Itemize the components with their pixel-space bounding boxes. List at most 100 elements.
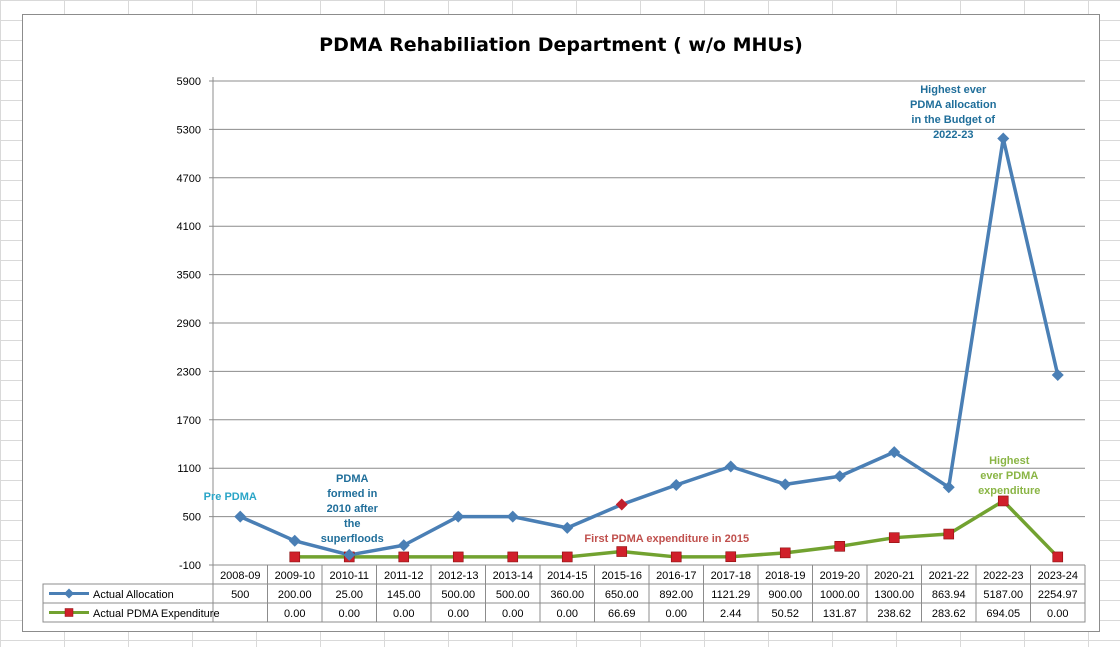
data-table-cell: 650.00 — [605, 589, 639, 601]
x-tick-label: 2018-19 — [765, 570, 805, 582]
y-tick-label: 3500 — [177, 270, 201, 282]
data-point-allocation — [234, 510, 247, 523]
annotation-text: First PDMA expenditure in 2015 — [584, 533, 749, 545]
annotation-text: Pre PDMA — [204, 491, 257, 503]
data-table-cell: 694.05 — [986, 608, 1020, 620]
data-table-cell: 283.62 — [932, 608, 966, 620]
x-tick-label: 2011-12 — [384, 570, 424, 582]
data-table-cell: 131.87 — [823, 608, 857, 620]
series-line-allocation — [239, 136, 1060, 557]
y-tick-label: -100 — [179, 560, 201, 572]
data-table-cell: 238.62 — [877, 608, 911, 620]
data-point-expenditure — [779, 547, 791, 559]
chart-frame: PDMA Rehabiliation Department ( w/o MHUs… — [22, 14, 1100, 632]
data-table-cell: 50.52 — [771, 608, 799, 620]
legend-key-marker — [64, 608, 74, 617]
y-tick-label: 5900 — [177, 76, 201, 88]
annotation-text: 2010 after — [327, 503, 379, 515]
x-tick-label: 2016-17 — [656, 570, 696, 582]
data-table-cell: 0.00 — [666, 608, 687, 620]
data-table-cell: 360.00 — [550, 589, 584, 601]
series-line-expenditure — [294, 499, 1060, 559]
data-point-expenditure — [289, 551, 301, 563]
data-point-allocation — [779, 478, 792, 491]
data-point-expenditure — [561, 551, 573, 563]
data-table-cell: 900.00 — [768, 589, 802, 601]
data-table-cell: 0.00 — [339, 608, 360, 620]
annotation-text: PDMA — [336, 473, 368, 485]
y-tick-label: 1700 — [177, 415, 201, 427]
x-tick-label: 2013-14 — [493, 570, 533, 582]
data-point-expenditure — [398, 551, 410, 563]
annotation-text: PDMA allocation — [910, 99, 997, 111]
data-table-cell: 500 — [231, 589, 249, 601]
data-point-expenditure — [616, 546, 628, 557]
data-point-expenditure — [452, 551, 464, 563]
annotation-text: ever PDMA — [980, 470, 1038, 482]
data-point-allocation — [343, 548, 356, 561]
data-point-expenditure — [888, 532, 900, 543]
y-tick-label: 2900 — [177, 318, 201, 330]
data-point-allocation — [942, 481, 955, 494]
data-point-expenditure — [1052, 551, 1064, 563]
data-table-cell: 25.00 — [335, 589, 363, 601]
data-table-cell: 0.00 — [393, 608, 414, 620]
data-point-allocation — [615, 498, 628, 511]
x-tick-label: 2019-20 — [820, 570, 860, 582]
data-point-allocation — [997, 132, 1010, 145]
data-table-cell: 0.00 — [448, 608, 469, 620]
x-tick-label: 2009-10 — [275, 570, 315, 582]
y-tick-label: 1100 — [177, 463, 201, 475]
data-table-cell: 863.94 — [932, 589, 966, 601]
data-point-allocation — [397, 539, 410, 552]
data-point-expenditure — [725, 551, 737, 563]
data-point-allocation — [670, 478, 683, 491]
x-tick-label: 2020-21 — [874, 570, 914, 582]
data-table-cell: 892.00 — [659, 589, 693, 601]
data-point-allocation — [888, 446, 901, 459]
y-tick-label: 500 — [183, 512, 201, 524]
x-tick-label: 2017-18 — [711, 570, 751, 582]
annotation-text: the — [344, 518, 361, 530]
data-point-allocation — [833, 470, 846, 483]
data-point-expenditure — [670, 551, 682, 563]
data-table-cell: 500.00 — [441, 589, 475, 601]
data-point-expenditure — [834, 540, 846, 552]
data-table-cell: 1300.00 — [874, 589, 914, 601]
data-table-cell: 66.69 — [608, 608, 636, 620]
legend-label: Actual Allocation — [93, 589, 174, 601]
data-table-cell: 500.00 — [496, 589, 530, 601]
x-tick-label: 2008-09 — [220, 570, 260, 582]
x-tick-label: 2023-24 — [1038, 570, 1078, 582]
annotation-text: Highest — [989, 455, 1030, 467]
data-table-cell: 1121.29 — [711, 589, 750, 601]
data-point-allocation — [724, 460, 737, 473]
annotation-text: formed in — [327, 488, 377, 500]
data-table-cell: 5187.00 — [983, 589, 1023, 601]
y-tick-label: 5300 — [177, 124, 201, 136]
data-table-cell: 145.00 — [387, 589, 421, 601]
data-table-cell: 0.00 — [1047, 608, 1068, 620]
annotation-text: expenditure — [978, 485, 1040, 497]
x-tick-label: 2014-15 — [547, 570, 587, 582]
data-table-cell: 1000.00 — [820, 589, 860, 601]
data-table-cell: 0.00 — [557, 608, 578, 620]
data-point-expenditure — [997, 495, 1009, 507]
annotation-text: Highest ever — [920, 84, 987, 96]
x-tick-label: 2010-11 — [329, 570, 369, 582]
chart-title: PDMA Rehabiliation Department ( w/o MHUs… — [319, 34, 803, 56]
data-table-cell: 0.00 — [502, 608, 523, 620]
x-tick-label: 2012-13 — [438, 570, 478, 582]
data-point-allocation — [452, 510, 465, 523]
x-tick-label: 2015-16 — [602, 570, 642, 582]
annotation-text: superfloods — [321, 533, 384, 545]
legend-key-marker — [64, 588, 74, 599]
y-tick-label: 4700 — [177, 173, 201, 185]
data-point-expenditure — [943, 528, 955, 540]
data-point-allocation — [1051, 369, 1064, 382]
y-tick-label: 2300 — [177, 366, 201, 378]
annotation-text: in the Budget of — [911, 114, 995, 126]
annotation-text: 2022-23 — [933, 129, 973, 141]
data-table-cell: 0.00 — [284, 608, 305, 620]
y-tick-label: 4100 — [177, 221, 201, 233]
